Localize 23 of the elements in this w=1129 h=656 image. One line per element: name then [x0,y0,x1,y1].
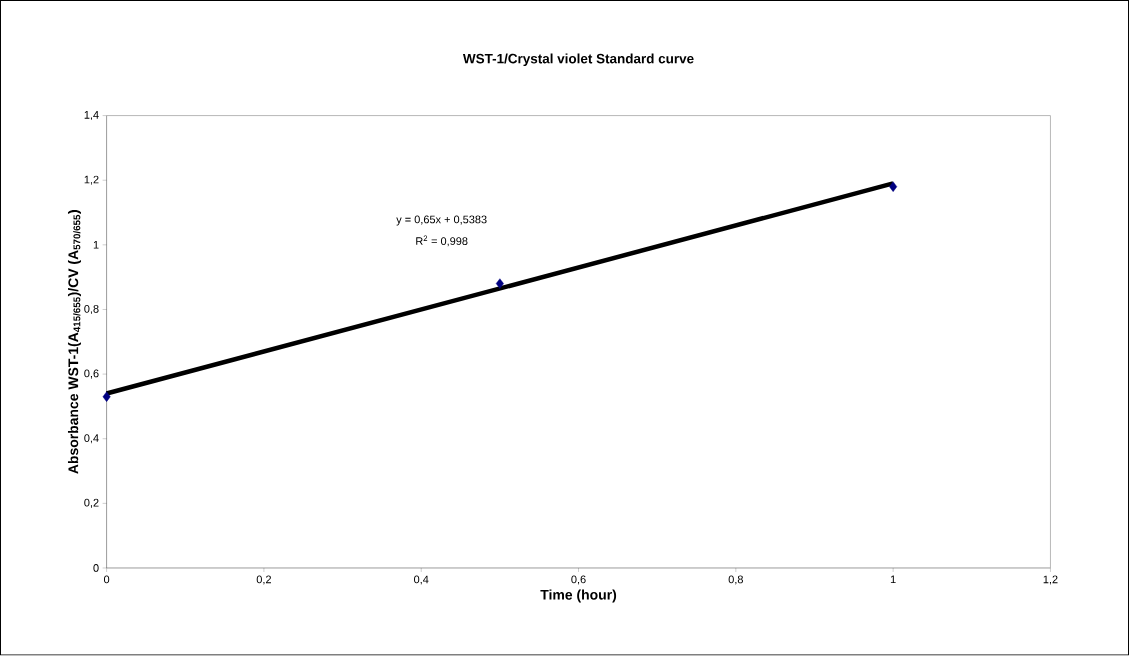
annotation: y = 0,65x + 0,5383 [396,215,487,226]
y-tick-label: 1 [93,241,99,249]
y-tick-label: 1,2 [84,175,99,185]
x-tick-label: 0,2 [256,575,271,585]
x-tick-label: 0,4 [414,575,429,585]
x-tick-label: 1 [890,575,896,584]
y-tick-label: 0,8 [84,305,99,315]
point [889,181,898,193]
chart-title: WST-1/Crystal violet Standard curve [462,53,694,67]
annotation: R$^{2}$ = 0,998 [416,235,468,247]
y-tick-label: 0,2 [84,499,99,509]
x-tick-label: 0,8 [728,575,743,585]
y-axis-title: Absorbance WST-1(A$_{415/655}$)/CV (A$_{570/655}$) [67,210,81,475]
point [102,391,111,403]
x-axis-title: Time (hour) [540,589,617,603]
y-tick-label: 1,4 [84,111,99,121]
x-tick-label: 0,6 [571,575,586,585]
x-tick-label: 1,2 [1043,575,1058,585]
x-tick-label: 0 [103,575,110,584]
y-tick-label: 0,4 [84,434,99,444]
y-tick-label: 0,6 [84,369,99,379]
point [495,278,504,290]
y-tick-label: 0 [93,564,99,573]
